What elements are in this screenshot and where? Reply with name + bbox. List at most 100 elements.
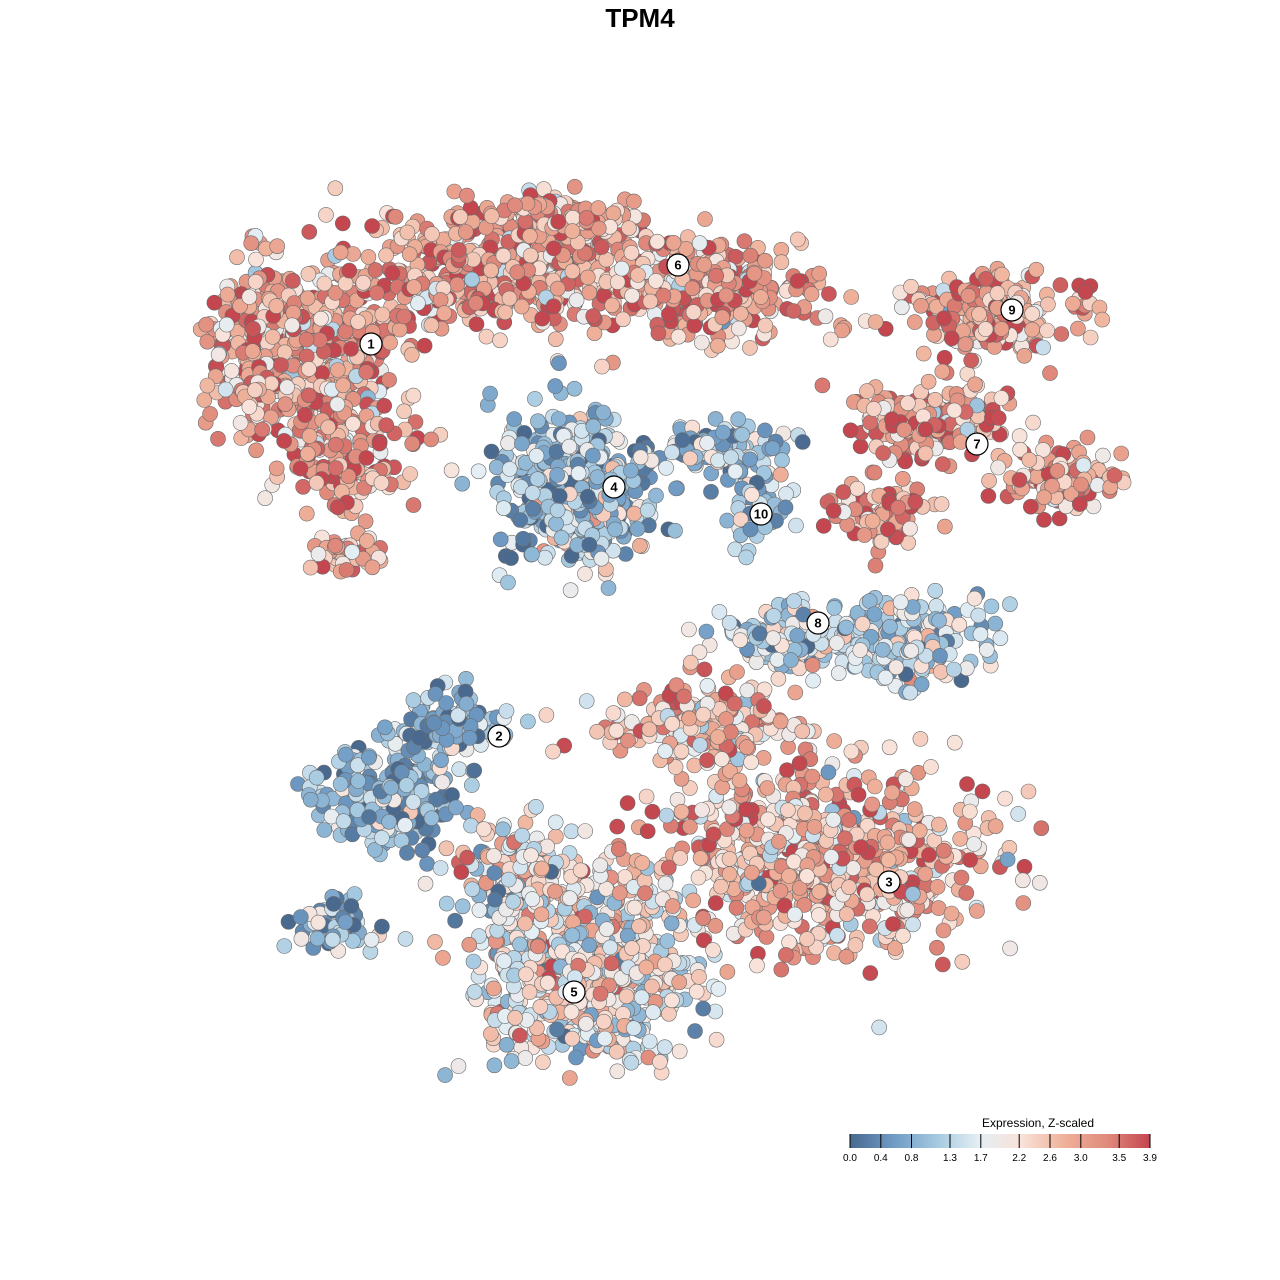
cell-point-cluster-7 [1049, 462, 1066, 479]
cell-point-cluster-1 [340, 468, 357, 485]
cell-point-cluster-5 [435, 950, 451, 966]
cell-point-cluster-9 [1024, 305, 1040, 322]
cell-point-cluster-4 [579, 488, 596, 505]
cell-point-cluster-6 [604, 297, 620, 314]
cell-point-cluster-2 [411, 729, 428, 746]
cell-point-cluster-4 [715, 424, 731, 441]
cell-point-cluster-6 [459, 187, 475, 204]
cell-point-cluster-5 [624, 940, 640, 957]
cell-point-cluster-4 [483, 443, 500, 460]
cell-point-cluster-3 [778, 947, 794, 963]
cell-point-cluster-7 [859, 383, 875, 399]
cell-point-cluster-6 [449, 276, 466, 293]
cell-point-cluster-4 [658, 460, 674, 476]
cell-point-cluster-6 [593, 239, 610, 255]
cell-point-cluster-1 [378, 417, 395, 434]
cell-point-cluster-5 [528, 798, 544, 815]
cell-point-cluster-8 [972, 626, 989, 643]
cell-point-cluster-6 [509, 264, 526, 281]
cell-point-cluster-5 [432, 860, 449, 876]
cell-point-cluster-1 [405, 497, 422, 513]
cell-point-cluster-1 [301, 428, 318, 444]
cell-point-cluster-1 [327, 285, 344, 301]
cell-point-cluster-1 [337, 323, 354, 340]
cell-point-cluster-5 [641, 1033, 658, 1050]
cell-point-cluster-4 [703, 483, 719, 500]
cell-point-cluster-7 [852, 438, 869, 455]
cell-point-cluster-3 [611, 885, 628, 901]
cell-point-cluster-4 [524, 485, 541, 501]
cell-point-cluster-9 [1042, 365, 1058, 381]
cell-point-cluster-5 [656, 1039, 673, 1055]
cell-point-cluster-1 [358, 450, 375, 466]
cell-point-cluster-5 [602, 939, 619, 956]
cell-point-cluster-9 [1035, 339, 1051, 356]
cell-point-cluster-5 [671, 1043, 688, 1060]
cell-point-cluster-1 [247, 273, 264, 290]
cell-point-cluster-9 [993, 321, 1010, 337]
cell-point-cluster-6 [678, 241, 694, 257]
cell-point-cluster-7 [1025, 414, 1041, 431]
cell-point-cluster-7 [1079, 429, 1096, 446]
cell-point-cluster-1 [302, 559, 319, 576]
cell-point-cluster-9 [989, 285, 1006, 302]
cell-point-cluster-9 [1039, 322, 1055, 339]
cell-point-cluster-7 [980, 488, 997, 504]
cell-point-cluster-6 [691, 235, 708, 251]
cell-point-cluster-7 [933, 496, 950, 512]
cell-point-cluster-6 [757, 317, 774, 334]
cell-point-cluster-8 [966, 590, 983, 607]
cell-point-cluster-4 [730, 411, 747, 428]
cell-point-cluster-2 [419, 855, 435, 872]
cell-point-cluster-8 [927, 582, 944, 599]
cell-point-cluster-5 [568, 1049, 584, 1066]
cell-point-cluster-3 [631, 918, 647, 935]
cell-point-cluster-8 [951, 616, 968, 633]
cell-point-cluster-6 [649, 233, 666, 250]
cell-point-cluster-8 [983, 598, 1000, 615]
cell-point-cluster-7 [842, 422, 859, 439]
cell-point-cluster-4 [629, 521, 646, 537]
cell-point-cluster-5 [664, 992, 680, 1009]
cell-point-cluster-4 [548, 515, 564, 532]
cell-point-cluster-5 [459, 849, 476, 866]
cell-point-cluster-5 [496, 953, 512, 969]
cell-point-cluster-4 [537, 549, 553, 566]
cell-point-cluster-1 [268, 460, 285, 477]
cell-point-cluster-6 [464, 271, 480, 288]
cell-point-cluster-3 [1020, 783, 1037, 800]
cell-point-cluster-9 [977, 321, 994, 337]
cell-point-cluster-6 [566, 179, 583, 195]
cell-point-cluster-4 [549, 502, 566, 519]
cell-point-cluster-6 [332, 244, 349, 261]
cell-point-cluster-8 [888, 659, 905, 676]
cell-point-cluster-9 [1028, 261, 1045, 278]
cell-point-cluster-5 [549, 1021, 565, 1038]
cell-point-cluster-7 [1023, 498, 1039, 515]
cell-point-cluster-1 [423, 431, 439, 448]
cell-point-cluster-7 [1011, 472, 1028, 488]
cell-point-cluster-5 [471, 902, 488, 918]
cell-point-cluster-8 [992, 630, 1009, 647]
cell-point-cluster-7 [1113, 445, 1129, 462]
cell-point-cluster-6 [483, 208, 500, 224]
cell-point-cluster-7 [864, 513, 881, 529]
cell-point-cluster-2 [397, 817, 413, 833]
cell-point-cluster-6 [497, 304, 514, 321]
cell-point-cluster-10 [738, 549, 755, 566]
cell-point-cluster-6 [752, 289, 769, 305]
cell-point-cluster-4 [774, 452, 790, 469]
cell-point-cluster-2 [383, 779, 399, 796]
cell-point-cluster-6 [785, 303, 802, 319]
cell-point-cluster-4 [561, 438, 578, 455]
cell-point-cluster-6 [549, 280, 566, 297]
cell-point-cluster-1 [198, 316, 214, 333]
cell-point-cluster-1 [248, 251, 264, 268]
cell-point-cluster-2 [423, 810, 440, 827]
cell-point-cluster-5 [592, 985, 609, 1002]
cell-point-cluster-7 [867, 557, 884, 574]
cell-point-cluster-1 [244, 343, 261, 359]
cell-point-cluster-2 [458, 695, 475, 712]
cell-point-cluster-1 [210, 346, 227, 363]
cell-point-cluster-7 [1072, 496, 1088, 512]
